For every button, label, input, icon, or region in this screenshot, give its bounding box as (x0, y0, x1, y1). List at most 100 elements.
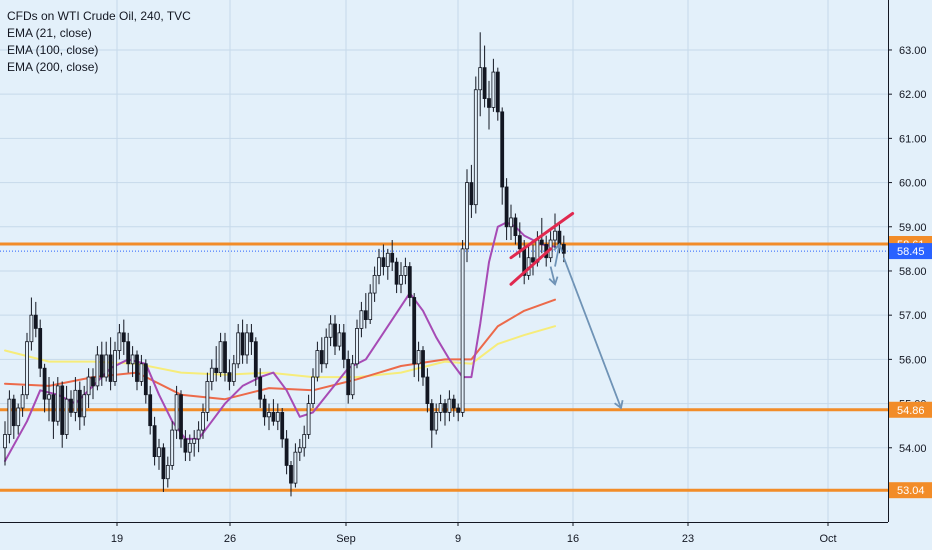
candle-body (368, 292, 373, 320)
candle (399, 262, 403, 294)
candle (20, 385, 25, 417)
candle-body (460, 248, 465, 413)
candle-body (482, 67, 487, 99)
candle (130, 346, 135, 378)
y-tick-label: 56.00 (899, 354, 927, 366)
candle (245, 324, 249, 364)
candle (77, 381, 82, 431)
candle-body (11, 398, 16, 427)
candle-body (249, 332, 254, 343)
indicator-ema21-label: EMA (21, close) (7, 26, 92, 40)
y-tick-label: 60.00 (899, 178, 927, 190)
candle-body (394, 261, 399, 285)
projection-arrow-3 (562, 257, 624, 410)
candle (108, 337, 113, 391)
candle (412, 293, 417, 378)
candle-body (495, 71, 500, 113)
ema21-line (4, 221, 556, 462)
candle (456, 403, 461, 422)
current-price-badge: 58.45 (889, 243, 932, 260)
candle (218, 332, 223, 378)
candle (25, 332, 29, 400)
candle-body (267, 412, 271, 418)
candle (377, 248, 381, 285)
candle (363, 293, 368, 329)
candle-body (214, 367, 219, 374)
arrow-shaft (554, 244, 561, 267)
candle-body (509, 217, 513, 228)
candle (271, 399, 276, 426)
candle-body (47, 394, 51, 400)
candle (553, 213, 557, 249)
candle (275, 403, 280, 431)
y-tick-label: 62.00 (899, 89, 927, 101)
time-axis-panel (0, 523, 888, 550)
candle-body (7, 398, 12, 435)
candle-body (253, 341, 258, 378)
candle (372, 266, 377, 302)
candle-body (478, 67, 483, 91)
candle-body (91, 376, 95, 387)
candle-body (553, 230, 557, 241)
candle (425, 368, 430, 413)
candle (513, 213, 518, 245)
candle-body (55, 385, 60, 422)
candle (350, 354, 355, 400)
candle-body (209, 367, 214, 382)
candle (86, 368, 91, 408)
candle (443, 399, 447, 426)
candle-body (99, 354, 104, 378)
candle-body (130, 354, 135, 365)
candle (113, 341, 117, 386)
candle (91, 368, 95, 400)
candle-body (363, 310, 368, 320)
candle-body (192, 438, 197, 444)
candle (478, 32, 483, 117)
candle-body (33, 314, 38, 329)
y-tick-label: 59.00 (899, 222, 927, 234)
candle-body (20, 394, 25, 409)
candle (355, 319, 359, 369)
candle (82, 385, 87, 426)
y-tick-label: 61.00 (899, 133, 927, 145)
candle-body (262, 398, 267, 418)
chart-title: CFDs on WTI Crude Oil, 240, TVC (7, 9, 191, 23)
candle (196, 421, 201, 453)
candle-body (139, 363, 144, 382)
candle (7, 390, 12, 444)
candle-body (517, 235, 522, 250)
candle-body (355, 328, 359, 365)
candle-body (161, 447, 166, 480)
candle-body (3, 434, 7, 449)
candle-body (82, 394, 87, 418)
x-tick-label: Sep (336, 533, 356, 545)
candle-body (165, 465, 170, 480)
arrow-head (553, 242, 564, 253)
candle (500, 107, 505, 205)
candle-body (113, 350, 117, 382)
candle-body (315, 350, 320, 378)
price-badge-label: 54.86 (897, 405, 925, 417)
candle-body (16, 407, 21, 427)
candle-body (390, 252, 395, 263)
candle-body (29, 314, 34, 343)
candle (390, 240, 395, 271)
projection-arrow-2 (553, 242, 564, 267)
candle (201, 403, 205, 439)
price-badge-bg (889, 243, 932, 260)
candle-body (438, 403, 443, 413)
candle-body (297, 447, 302, 453)
candle-body (513, 217, 518, 237)
candle (157, 438, 161, 470)
candle-body (73, 389, 78, 413)
candle (55, 377, 60, 426)
candle-body (77, 389, 82, 418)
candle-body (187, 442, 192, 453)
candle (438, 394, 443, 422)
candle-body (183, 438, 188, 453)
x-tick-labels: 19 26 Sep 9 16 23 Oct (111, 522, 837, 545)
candle-body (403, 266, 408, 276)
candle (174, 385, 179, 439)
